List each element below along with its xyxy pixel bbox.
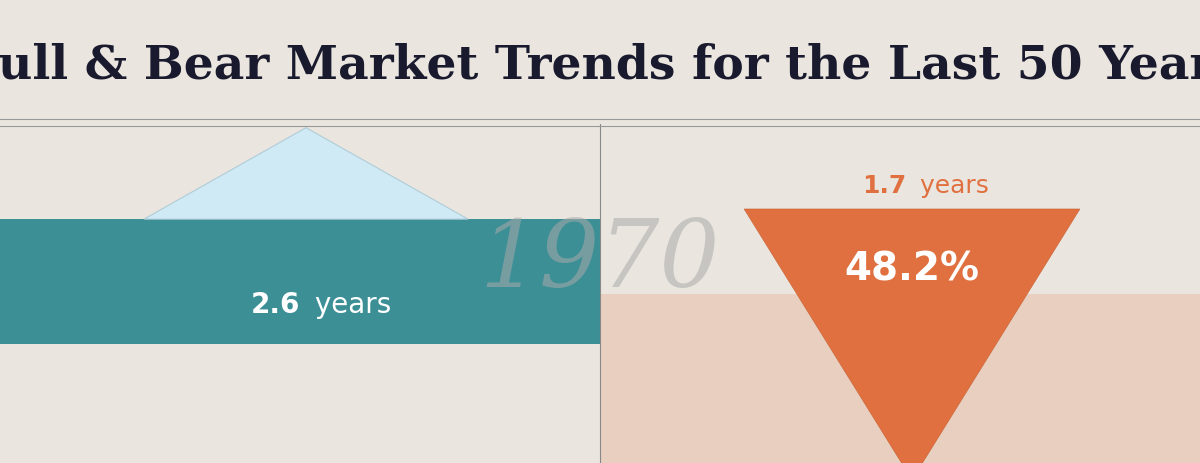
Text: years: years [306,290,391,318]
Bar [0,219,600,344]
Polygon shape [144,128,468,219]
Text: 2.6: 2.6 [251,290,300,318]
Text: Bull & Bear Market Trends for the Last 50 Years: Bull & Bear Market Trends for the Last 5… [0,42,1200,88]
Text: 1970: 1970 [480,215,720,305]
Text: 73.5%: 73.5% [239,253,373,291]
Text: 48.2%: 48.2% [845,250,979,288]
Polygon shape [744,209,1080,463]
Text: 1.7: 1.7 [862,174,906,198]
Text: years: years [912,174,989,198]
Bar [600,125,1200,463]
Bar [600,294,1200,463]
Bar [0,125,600,463]
